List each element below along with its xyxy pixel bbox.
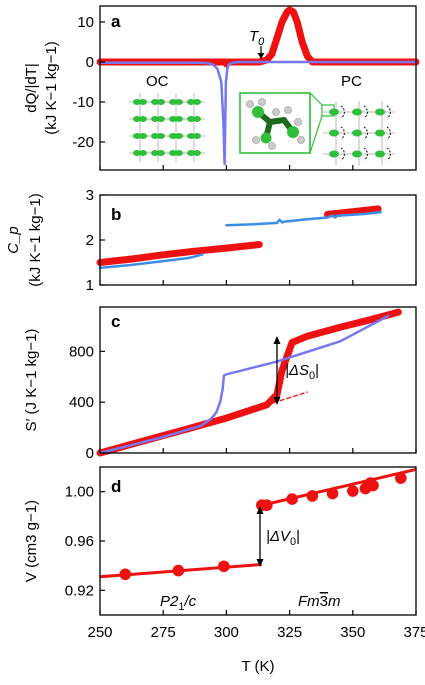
panel-a-ytick-label-2: -10 [72, 94, 94, 111]
panel-b-letter: b [111, 205, 121, 224]
molecule-inset [239, 92, 335, 154]
phase-low-label: P21/c [160, 593, 197, 613]
data-point-0 [119, 568, 132, 581]
panel-a-yticks: 10 0 -10 -20 [72, 14, 417, 170]
xtick-label-5: 375 [403, 624, 425, 641]
panel-d-ytick-label-0: 1.00 [65, 484, 94, 501]
data-point-7 [326, 487, 339, 500]
panel-b-ytick-label-0: 3 [86, 187, 94, 204]
zoom-line-top [309, 92, 323, 106]
panel-c-yticks: 800 400 0 [69, 343, 417, 462]
oc-lattice-icon [129, 93, 205, 162]
panel-b-series-3-line [225, 210, 382, 227]
panel-c-ytick-label-2: 0 [86, 445, 94, 462]
data-point-2 [218, 560, 230, 573]
panel-b-series-0-line [96, 241, 263, 266]
panel-d: |ΔV0| P21/c Fm3m 1.00 0.96 0.92 250 275 300 3… [23, 466, 425, 675]
ds0-annotation: |ΔS0| [273, 336, 319, 405]
panel-a-ytick-label-0: 10 [77, 14, 94, 31]
panel-a-series-1-line [98, 60, 418, 166]
panel-c-series-0-line [96, 308, 402, 457]
xtick-label-4: 350 [340, 624, 365, 641]
panel-d-xticks: 250 275 300 325 350 375 [87, 610, 425, 641]
panel-c: |ΔS0| 800 400 0 c S′ (J K−1 kg−1) [23, 306, 417, 462]
panel-a-ylabel-line1: dQ/|dT| [23, 63, 40, 112]
panel-a-ylabel-line2: (kJ K−1 kg−1) [43, 41, 60, 134]
panel-a-ytick-label-1: 0 [86, 54, 94, 71]
panel-a-series [96, 6, 420, 166]
panel-d-fit-line-1 [261, 468, 417, 507]
panel-d-yticks: 1.00 0.96 0.92 [65, 484, 105, 599]
dv0-annotation: |ΔV0| [256, 506, 300, 567]
data-point-6 [306, 490, 319, 502]
panel-b-series [96, 205, 382, 270]
panel-a-ylabel: dQ/|dT| (kJ K−1 kg−1) [23, 41, 60, 134]
data-point-8 [347, 485, 359, 497]
panel-d-ylabel: V (cm3 g−1) [23, 500, 40, 582]
data-point-1 [172, 564, 185, 577]
t0-label: T0 [249, 28, 265, 48]
panel-b-ytick-label-1: 2 [86, 232, 94, 249]
panel-b-ylabel-line1: C_p [5, 226, 22, 254]
panel-c-ytick-label-0: 800 [69, 343, 94, 360]
oc-crystal-inset: OC [129, 73, 205, 162]
panel-b-series-1-line [324, 205, 382, 218]
data-point-12 [395, 472, 407, 484]
pc-crystal-inset: PC [323, 73, 395, 165]
phase-high-label: Fm3m [298, 593, 341, 610]
pc-label: PC [341, 73, 362, 90]
xtick-label-0: 250 [87, 624, 112, 641]
panel-c-letter: c [111, 312, 120, 331]
pc-lattice-icon [323, 101, 395, 165]
panel-d-letter: d [111, 477, 121, 496]
panel-c-series-1-line [98, 314, 390, 455]
panel-a-series-0-line [96, 6, 420, 68]
panel-d-ytick-label-1: 0.96 [65, 533, 94, 550]
xtick-label-1: 275 [151, 624, 176, 641]
xtick-label-2: 300 [214, 624, 239, 641]
panel-c-ylabel: S′ (J K−1 kg−1) [23, 329, 40, 432]
panel-a-ytick-label-3: -20 [72, 134, 94, 151]
dv0-label: |ΔV0| [266, 528, 300, 548]
panel-a: OC [23, 5, 420, 171]
t0-annotation: T0 [249, 28, 265, 59]
molecule-icon [246, 98, 305, 150]
data-point-11 [367, 479, 379, 492]
data-point-4 [261, 499, 273, 512]
ds0-label: |ΔS0| [285, 362, 319, 382]
panel-b-ytick-label-2: 1 [86, 277, 94, 294]
panel-d-series [99, 468, 417, 581]
zoom-line-bottom [309, 115, 323, 154]
panel-c-series [96, 308, 402, 457]
panel-c-ylabel-text: S′ (J K−1 kg−1) [23, 329, 40, 432]
panel-b-ylabel: C_p (kJ K−1 kg−1) [5, 193, 44, 286]
xtick-label-3: 325 [277, 624, 302, 641]
panel-c-ytick-label-1: 400 [69, 394, 94, 411]
panel-b-ylabel-line2: (kJ K−1 kg−1) [27, 193, 44, 286]
panel-b-series-2-line [98, 253, 204, 270]
panel-a-letter: a [111, 12, 121, 31]
panel-b-yticks: 3 2 1 [86, 187, 417, 294]
data-point-5 [286, 493, 298, 505]
panel-d-ytick-label-2: 0.92 [65, 582, 94, 599]
panel-c-frame [99, 306, 417, 454]
x-axis-label: T (K) [241, 658, 274, 675]
panel-d-ylabel-text: V (cm3 g−1) [23, 500, 40, 582]
panel-a-frame [99, 5, 417, 171]
oc-label: OC [146, 73, 169, 90]
panel-b: 3 2 1 b C_p (kJ K−1 kg−1) [5, 187, 417, 294]
panel-c-series-2-line [266, 391, 308, 406]
